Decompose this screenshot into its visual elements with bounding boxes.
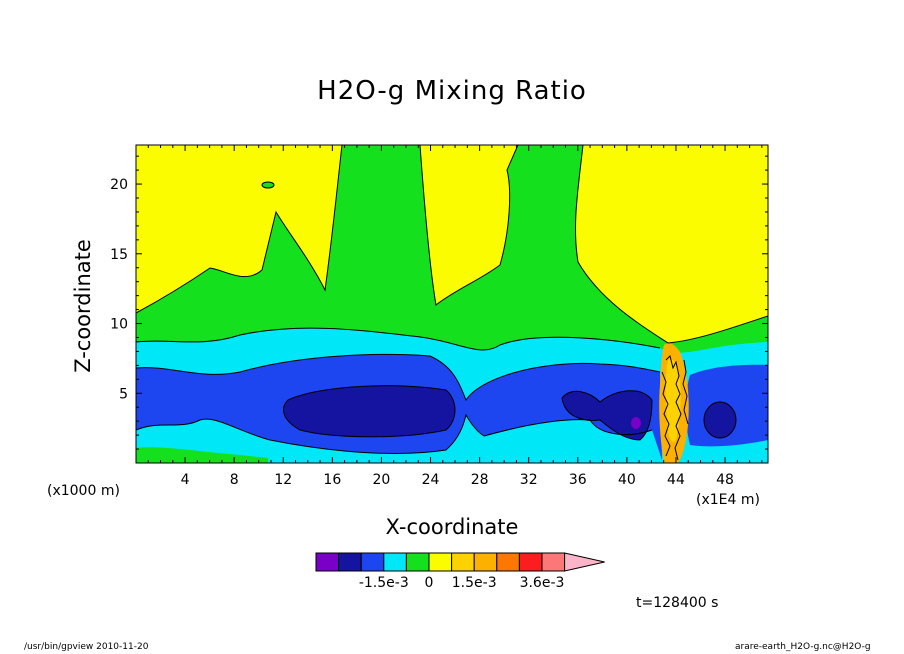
colorbar-label: 0	[425, 575, 434, 591]
x-tick-label: 20	[373, 472, 391, 488]
colorbar-swatch	[383, 552, 407, 572]
x-tick-label: 48	[716, 472, 734, 488]
x-scale-label: (x1E4 m)	[696, 492, 760, 508]
colorbar-label: 1.5e-3	[452, 575, 497, 591]
column-contour-c	[682, 359, 689, 425]
yellow-orange-column	[665, 358, 681, 442]
colorbar: -1.5e-3 0 1.5e-3 3.6e-3	[315, 552, 605, 591]
x-tick-label: 40	[618, 472, 636, 488]
colorbar-swatch	[338, 552, 362, 572]
colorbar-swatch	[541, 552, 566, 572]
dark-blue-core	[283, 385, 455, 437]
colorbar-label: -1.5e-3	[359, 575, 409, 591]
x-tick-label: 8	[230, 472, 239, 488]
column-contour-b	[661, 371, 671, 457]
x-unit-label: (x1000 m)	[47, 483, 120, 499]
x-tick-label: 4	[181, 472, 190, 488]
colorbar-label: 3.6e-3	[520, 575, 565, 591]
x-tick-label: 36	[569, 472, 587, 488]
colorbar-swatch	[360, 552, 385, 572]
y-tick-label: 10	[110, 317, 128, 333]
colorbar-swatch	[315, 552, 340, 572]
y-tick-label: 15	[110, 247, 128, 263]
colorbar-swatch	[428, 552, 453, 572]
footer-program: /usr/bin/gpview 2010-11-20	[24, 642, 149, 652]
colorbar-swatch	[405, 552, 430, 572]
green-patch	[262, 182, 274, 188]
x-tick-label: 24	[422, 472, 440, 488]
colorbar-swatch	[518, 552, 543, 572]
dark-blue-core-east	[562, 390, 652, 440]
x-tick-label: 12	[274, 472, 292, 488]
column-contour-a	[665, 355, 682, 461]
x-tick-label: 16	[323, 472, 341, 488]
footer-file: arare-earth_H2O-g.nc@H2O-g	[735, 642, 871, 652]
green-band-floor	[136, 447, 268, 463]
chart-title: H2O-g Mixing Ratio	[317, 76, 587, 106]
time-label: t=128400 s	[636, 595, 719, 611]
y-tick-label: 5	[119, 386, 128, 402]
x-axis-label: X-coordinate	[385, 515, 519, 539]
colorbar-swatch	[451, 552, 475, 572]
y-tick-label: 20	[110, 177, 128, 193]
colorbar-extend-arrow	[564, 552, 605, 572]
x-tick-label: 28	[471, 472, 489, 488]
contour-field	[136, 145, 768, 463]
colorbar-swatch	[473, 552, 498, 572]
x-tick-label: 32	[520, 472, 538, 488]
x-tick-label: 44	[667, 472, 685, 488]
plot-frame	[135, 144, 769, 464]
colorbar-swatch	[496, 552, 520, 572]
dark-blue-core-right	[704, 402, 736, 438]
contour-lines	[135, 144, 769, 454]
purple-spot	[631, 417, 641, 429]
